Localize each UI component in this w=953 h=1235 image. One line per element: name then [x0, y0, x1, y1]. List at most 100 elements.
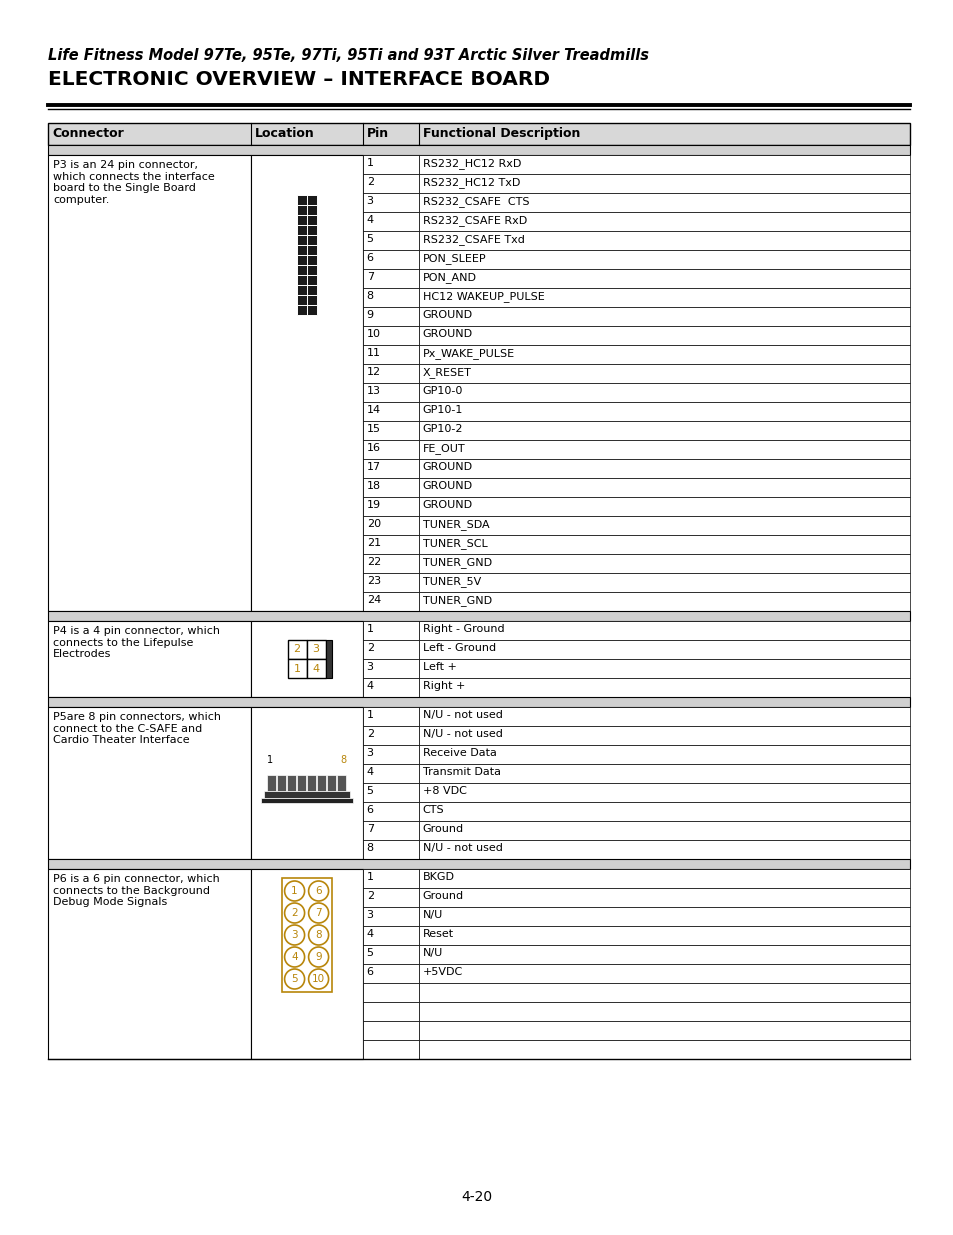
Bar	[306, 640, 325, 659]
Bar	[251, 156, 362, 611]
Bar	[306, 266, 316, 275]
Text: PON_SLEEP: PON_SLEEP	[422, 253, 486, 264]
Bar	[362, 726, 418, 745]
Bar	[418, 821, 909, 840]
Bar	[306, 215, 316, 225]
Bar	[362, 840, 418, 860]
Text: 2: 2	[366, 890, 374, 902]
Bar	[418, 745, 909, 764]
Bar	[48, 860, 909, 869]
Text: 3: 3	[313, 645, 319, 655]
Text: RS232_CSAFE  CTS: RS232_CSAFE CTS	[422, 196, 529, 207]
Bar	[327, 776, 335, 790]
Bar	[362, 621, 418, 640]
Bar	[418, 383, 909, 403]
Text: 17: 17	[366, 462, 380, 472]
Bar	[362, 212, 418, 231]
Bar	[418, 231, 909, 249]
Text: 4: 4	[313, 663, 319, 673]
Text: Life Fitness Model 97Te, 95Te, 97Ti, 95Ti and 93T Arctic Silver Treadmills: Life Fitness Model 97Te, 95Te, 97Ti, 95T…	[48, 48, 648, 63]
Text: 4-20: 4-20	[461, 1191, 492, 1204]
Bar	[296, 776, 306, 790]
Text: +8 VDC: +8 VDC	[422, 785, 466, 797]
Text: 24: 24	[366, 595, 380, 605]
Bar	[296, 305, 306, 315]
Bar	[362, 764, 418, 783]
Bar	[418, 945, 909, 965]
Bar	[362, 678, 418, 697]
Bar	[362, 249, 418, 269]
Text: RS232_CSAFE RxD: RS232_CSAFE RxD	[422, 215, 526, 226]
Bar	[418, 403, 909, 421]
Bar	[281, 878, 332, 992]
Bar	[418, 212, 909, 231]
Text: 4: 4	[291, 952, 297, 962]
Text: 12: 12	[366, 367, 380, 377]
Bar	[287, 659, 306, 678]
Bar	[418, 516, 909, 535]
Text: 21: 21	[366, 538, 380, 548]
Text: 7: 7	[366, 824, 374, 834]
Text: 2: 2	[366, 643, 374, 653]
Circle shape	[308, 881, 328, 902]
Bar	[48, 156, 251, 611]
Text: +5VDC: +5VDC	[422, 967, 462, 977]
Bar	[362, 573, 418, 592]
Text: GP10-1: GP10-1	[422, 405, 462, 415]
Bar	[418, 555, 909, 573]
Text: GP10-0: GP10-0	[422, 387, 462, 396]
Bar	[251, 706, 362, 860]
Bar	[296, 235, 306, 245]
Bar	[296, 195, 306, 205]
Text: 7: 7	[314, 908, 321, 918]
Bar	[418, 421, 909, 440]
Bar	[362, 440, 418, 459]
Text: 7: 7	[366, 272, 374, 282]
Text: Functional Description: Functional Description	[422, 127, 579, 140]
Circle shape	[308, 969, 328, 989]
Bar	[418, 678, 909, 697]
Bar	[48, 697, 909, 706]
Bar	[296, 295, 306, 305]
Bar	[418, 906, 909, 926]
Bar	[362, 364, 418, 383]
Text: 5: 5	[366, 233, 374, 245]
Text: 2: 2	[294, 645, 300, 655]
Bar	[362, 888, 418, 906]
Text: 6: 6	[366, 253, 374, 263]
Bar	[306, 285, 316, 295]
Bar	[296, 225, 306, 235]
Bar	[362, 383, 418, 403]
Bar	[418, 269, 909, 288]
Bar	[418, 496, 909, 516]
Text: GP10-2: GP10-2	[422, 424, 462, 433]
Bar	[418, 726, 909, 745]
Circle shape	[284, 947, 304, 967]
Text: 1: 1	[291, 885, 297, 897]
Bar	[418, 345, 909, 364]
Bar	[362, 659, 418, 678]
Text: Reset: Reset	[422, 929, 454, 939]
Text: 19: 19	[366, 500, 380, 510]
Text: 5: 5	[366, 785, 374, 797]
Circle shape	[284, 903, 304, 923]
Text: 6: 6	[366, 805, 374, 815]
Bar	[418, 174, 909, 193]
Text: BKGD: BKGD	[422, 872, 455, 882]
Text: 15: 15	[366, 424, 380, 433]
Text: Ground: Ground	[422, 824, 463, 834]
Text: TUNER_SCL: TUNER_SCL	[422, 538, 487, 548]
Text: GROUND: GROUND	[422, 462, 473, 472]
Circle shape	[308, 903, 328, 923]
Bar	[418, 1021, 909, 1040]
Text: 4: 4	[366, 680, 374, 692]
Bar	[418, 888, 909, 906]
Text: 16: 16	[366, 443, 380, 453]
Text: N/U: N/U	[422, 948, 442, 958]
Text: TUNER_GND: TUNER_GND	[422, 595, 491, 606]
Text: GROUND: GROUND	[422, 480, 473, 492]
Bar	[296, 275, 306, 285]
Text: RS232_HC12 RxD: RS232_HC12 RxD	[422, 158, 520, 169]
Text: Location: Location	[254, 127, 314, 140]
Bar	[362, 706, 418, 726]
